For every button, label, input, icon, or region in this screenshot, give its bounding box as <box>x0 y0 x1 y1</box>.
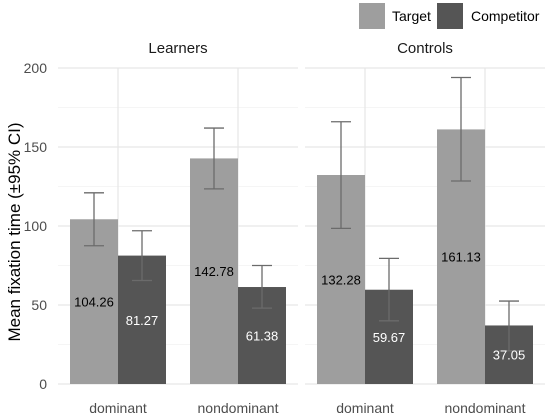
legend-label-target: Target <box>392 8 431 24</box>
x-tick-label: dominant <box>336 400 394 416</box>
y-tick-label: 0 <box>39 376 47 392</box>
y-axis: 0 50 100 150 200 <box>24 60 48 392</box>
y-tick-label: 100 <box>24 218 48 234</box>
data-label: 142.78 <box>194 264 234 279</box>
data-label: 61.38 <box>246 329 279 344</box>
y-axis-label: Mean fixation time (±95% CI) <box>5 122 24 341</box>
data-label: 161.13 <box>441 250 481 265</box>
x-tick-label: nondominant <box>445 400 526 416</box>
facet-panels: Learners 104.26 81.27 dominant 142.78 61.38 no… <box>58 40 545 416</box>
bar-target <box>190 158 238 384</box>
legend-label-competitor: Competitor <box>471 8 540 24</box>
x-tick-label: nondominant <box>198 400 279 416</box>
y-tick-label: 50 <box>31 297 47 313</box>
bar-target <box>70 219 118 384</box>
data-label: 132.28 <box>321 272 361 287</box>
legend-swatch-competitor <box>437 3 463 29</box>
data-label: 37.05 <box>493 348 526 363</box>
panel-title: Learners <box>148 40 207 57</box>
data-label: 81.27 <box>126 313 159 328</box>
legend-swatch-target <box>359 3 385 29</box>
y-tick-label: 150 <box>24 139 48 155</box>
panel-title: Controls <box>397 40 453 57</box>
data-label: 104.26 <box>74 295 114 310</box>
panel-learners: Learners 104.26 81.27 dominant 142.78 61.38 no… <box>58 40 298 416</box>
legend: Target Competitor <box>359 3 540 29</box>
panel-controls: Controls 132.28 59.67 dominant 161.13 37.05 no… <box>305 40 545 416</box>
data-label: 59.67 <box>373 330 406 345</box>
y-tick-label: 200 <box>24 60 48 76</box>
x-tick-label: dominant <box>89 400 147 416</box>
